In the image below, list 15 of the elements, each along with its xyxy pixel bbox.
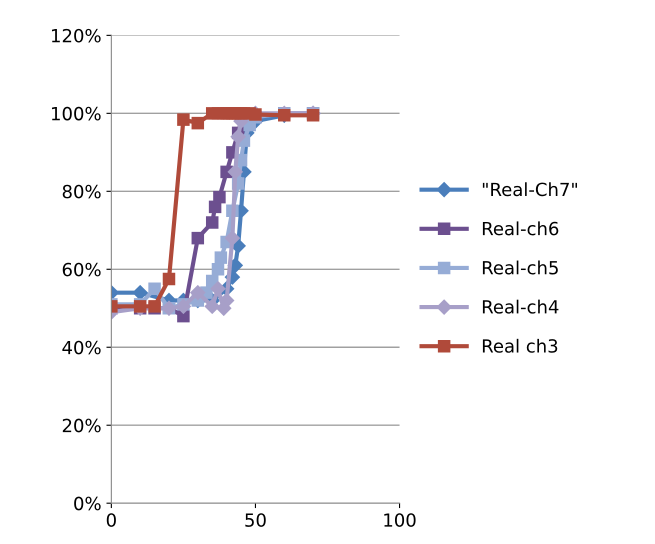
x-tick-label: 100 (384, 513, 416, 527)
legend-label: Real-ch4 (482, 300, 558, 314)
y-tick-label: 20% (62, 418, 101, 432)
legend-label: "Real-Ch7" (482, 182, 577, 196)
legend-label: Real ch3 (482, 338, 558, 353)
x-tick-label: 50 (245, 513, 266, 527)
legend-label: Real-ch5 (482, 260, 558, 275)
y-tick-label: 40% (62, 340, 101, 354)
y-tick-label: 100% (52, 106, 101, 120)
y-tick-label: 60% (62, 262, 101, 276)
x-tick-label: 0 (106, 513, 116, 527)
y-tick-label: 80% (62, 184, 101, 198)
y-tick-label: 120% (52, 28, 101, 42)
legend-label: Real-ch6 (482, 221, 558, 236)
y-tick-label: 0% (74, 496, 101, 510)
